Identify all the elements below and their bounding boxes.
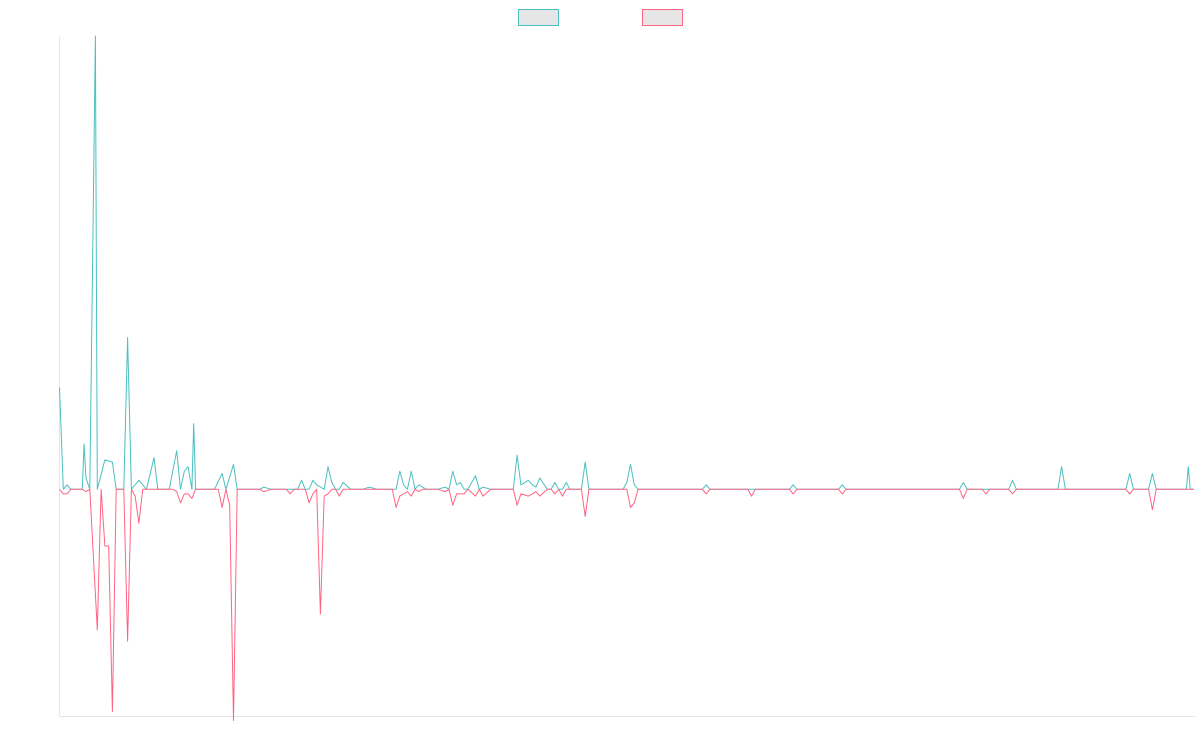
series-1-line	[59, 35, 1194, 490]
series-1	[59, 35, 1194, 490]
series-layer	[59, 35, 1194, 721]
legend[interactable]	[518, 9, 683, 26]
series-2	[59, 488, 1194, 721]
legend-swatch-1[interactable]	[518, 9, 559, 26]
legend-swatch-2[interactable]	[642, 9, 683, 26]
series-2-line	[59, 488, 1194, 721]
